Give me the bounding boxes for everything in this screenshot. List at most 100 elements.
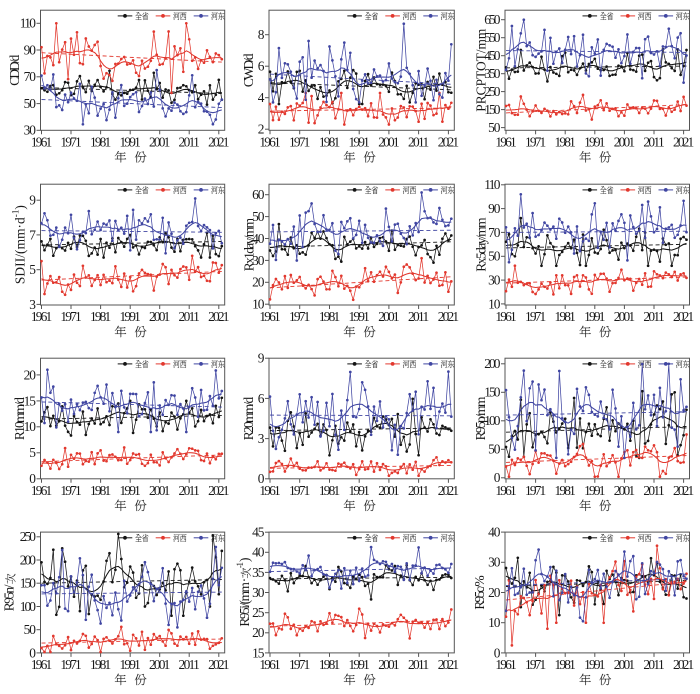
svg-text:50: 50 [252, 209, 265, 224]
svg-text:2021: 2021 [438, 657, 459, 672]
svg-text:·: · [237, 578, 252, 582]
svg-text:1981: 1981 [555, 309, 576, 324]
svg-text:200: 200 [20, 552, 36, 567]
svg-text:6: 6 [258, 391, 265, 406]
svg-text:2011: 2011 [179, 134, 200, 149]
svg-text:1991: 1991 [584, 134, 605, 149]
svg-text:2011: 2011 [179, 657, 200, 672]
svg-text:15: 15 [24, 393, 37, 408]
svg-text:250: 250 [484, 84, 500, 99]
svg-text:1971: 1971 [289, 483, 310, 498]
svg-text:): ) [13, 205, 28, 209]
svg-text:20: 20 [252, 275, 265, 290]
svg-text:0: 0 [494, 645, 501, 660]
svg-text:6: 6 [258, 59, 265, 74]
svg-text:50: 50 [488, 249, 501, 264]
svg-text:1971: 1971 [289, 657, 310, 672]
svg-text:2021: 2021 [208, 134, 229, 149]
svg-text:1981: 1981 [90, 657, 111, 672]
svg-text:2011: 2011 [408, 483, 429, 498]
svg-text:0: 0 [258, 471, 265, 486]
svg-text:40: 40 [252, 545, 265, 560]
svg-text:1991: 1991 [349, 309, 370, 324]
svg-text:1971: 1971 [289, 134, 310, 149]
svg-text:Rx5day/mm: Rx5day/mm [473, 217, 488, 272]
svg-text:40: 40 [488, 525, 501, 540]
svg-text:CDD/d: CDD/d [7, 54, 22, 85]
svg-text:4: 4 [258, 90, 265, 105]
svg-text:1981: 1981 [319, 134, 340, 149]
svg-text:2021: 2021 [673, 483, 694, 498]
svg-text:1961: 1961 [31, 657, 52, 672]
svg-text:1961: 1961 [31, 134, 52, 149]
svg-text:2021: 2021 [673, 309, 694, 324]
svg-text:1961: 1961 [495, 657, 516, 672]
svg-text:1991: 1991 [584, 483, 605, 498]
svg-text:50: 50 [488, 442, 501, 457]
svg-text:2001: 2001 [614, 309, 635, 324]
svg-text:-1: -1 [11, 210, 21, 218]
svg-text:1961: 1961 [31, 483, 52, 498]
svg-text:2001: 2001 [378, 309, 399, 324]
svg-text:50: 50 [24, 96, 37, 111]
svg-text:1971: 1971 [60, 483, 81, 498]
svg-text:50: 50 [488, 120, 501, 135]
svg-text:3: 3 [258, 431, 265, 446]
svg-text:100: 100 [20, 599, 36, 614]
svg-text:7: 7 [29, 227, 36, 242]
svg-text:1991: 1991 [349, 483, 370, 498]
svg-text:10: 10 [488, 296, 501, 311]
svg-text:1991: 1991 [584, 657, 605, 672]
svg-text:Rx1day/mm: Rx1day/mm [242, 217, 257, 271]
svg-text:R95p/mm: R95p/mm [473, 396, 488, 440]
svg-text:1991: 1991 [349, 134, 370, 149]
svg-text:50: 50 [24, 622, 37, 637]
svg-text:R20mm/d: R20mm/d [241, 397, 256, 441]
svg-text:2021: 2021 [438, 483, 459, 498]
svg-text:30: 30 [488, 273, 501, 288]
svg-text:250: 250 [20, 529, 36, 544]
svg-text:2001: 2001 [378, 134, 399, 149]
svg-text:2011: 2011 [179, 309, 200, 324]
svg-text:30: 30 [488, 555, 501, 570]
svg-text:d: d [13, 217, 28, 224]
svg-text:1961: 1961 [495, 134, 516, 149]
svg-text:CWD/d: CWD/d [241, 53, 256, 87]
svg-text:SDII/(mm: SDII/(mm [13, 228, 28, 284]
svg-text:·: · [13, 224, 28, 228]
svg-text:5: 5 [29, 262, 36, 277]
svg-text:350: 350 [484, 66, 500, 81]
svg-text:2001: 2001 [378, 483, 399, 498]
svg-text:1971: 1971 [525, 657, 546, 672]
svg-text:1961: 1961 [259, 657, 280, 672]
svg-text:20: 20 [252, 625, 265, 640]
svg-text:1961: 1961 [495, 309, 516, 324]
svg-text:1971: 1971 [525, 309, 546, 324]
svg-text:0: 0 [29, 645, 36, 660]
svg-text:15: 15 [252, 645, 265, 660]
svg-text:1991: 1991 [349, 657, 370, 672]
svg-text:1981: 1981 [319, 657, 340, 672]
svg-text:PRCPTOT/mm: PRCPTOT/mm [474, 28, 489, 112]
svg-text:1961: 1961 [259, 483, 280, 498]
svg-text:8: 8 [258, 27, 265, 42]
svg-text:2001: 2001 [614, 483, 635, 498]
svg-text:1961: 1961 [31, 309, 52, 324]
svg-text:30: 30 [252, 253, 265, 268]
svg-text:1971: 1971 [525, 134, 546, 149]
svg-text:110: 110 [20, 16, 36, 31]
svg-text:70: 70 [488, 225, 501, 240]
svg-text:90: 90 [24, 42, 37, 57]
svg-text:1991: 1991 [120, 657, 141, 672]
svg-text:1981: 1981 [319, 309, 340, 324]
svg-text:30: 30 [252, 585, 265, 600]
svg-text:2011: 2011 [408, 309, 429, 324]
svg-text:2021: 2021 [208, 657, 229, 672]
svg-text:2011: 2011 [643, 134, 664, 149]
svg-text:2001: 2001 [149, 483, 170, 498]
svg-text:R95i/(mm: R95i/(mm [237, 582, 252, 627]
svg-text:1971: 1971 [60, 657, 81, 672]
svg-text:1981: 1981 [90, 134, 111, 149]
svg-text:70: 70 [24, 69, 37, 84]
svg-text:2021: 2021 [673, 657, 694, 672]
